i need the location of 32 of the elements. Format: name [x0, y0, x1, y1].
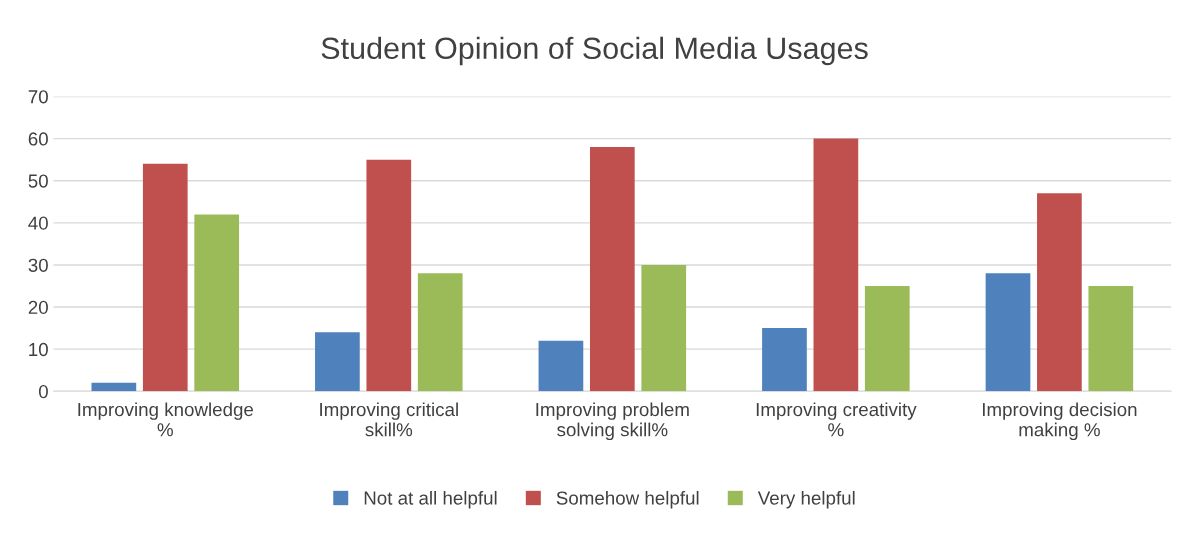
bar	[538, 340, 584, 392]
x-tick-label: Improving knowledge %	[78, 402, 254, 437]
bar	[1088, 285, 1134, 392]
y-tick-label: 30	[28, 258, 48, 272]
bar	[641, 264, 687, 392]
bar	[864, 285, 910, 392]
bar	[315, 332, 360, 392]
bar	[589, 147, 635, 392]
y-tick-label: 70	[28, 90, 48, 104]
legend-label: Not at all helpful	[364, 490, 497, 509]
bar	[194, 214, 240, 392]
legend-label: Somehow helpful	[556, 490, 699, 509]
bar	[762, 328, 807, 392]
bar	[1037, 193, 1082, 392]
bar	[91, 382, 137, 392]
x-tick-label: Improving creativity %	[756, 402, 917, 437]
x-tick-label: Improving decision making %	[982, 402, 1137, 441]
x-tick-label: Improving problem solving skill%	[536, 402, 689, 441]
bar	[417, 273, 463, 392]
bar	[142, 163, 188, 392]
y-tick-label: 20	[28, 300, 48, 315]
legend-label: Very helpful	[757, 490, 855, 509]
bar	[366, 159, 412, 392]
chart-title: Student Opinion of Social Media Usages	[321, 36, 868, 66]
x-tick-label: Improving critical skill%	[320, 402, 458, 437]
y-tick-label: 60	[28, 132, 48, 146]
y-tick-label: 40	[28, 216, 48, 230]
bar	[985, 273, 1031, 392]
bar	[813, 138, 859, 392]
y-tick-label: 50	[28, 174, 48, 188]
y-tick-label: 10	[29, 342, 48, 357]
y-tick-label: 0	[38, 384, 48, 399]
